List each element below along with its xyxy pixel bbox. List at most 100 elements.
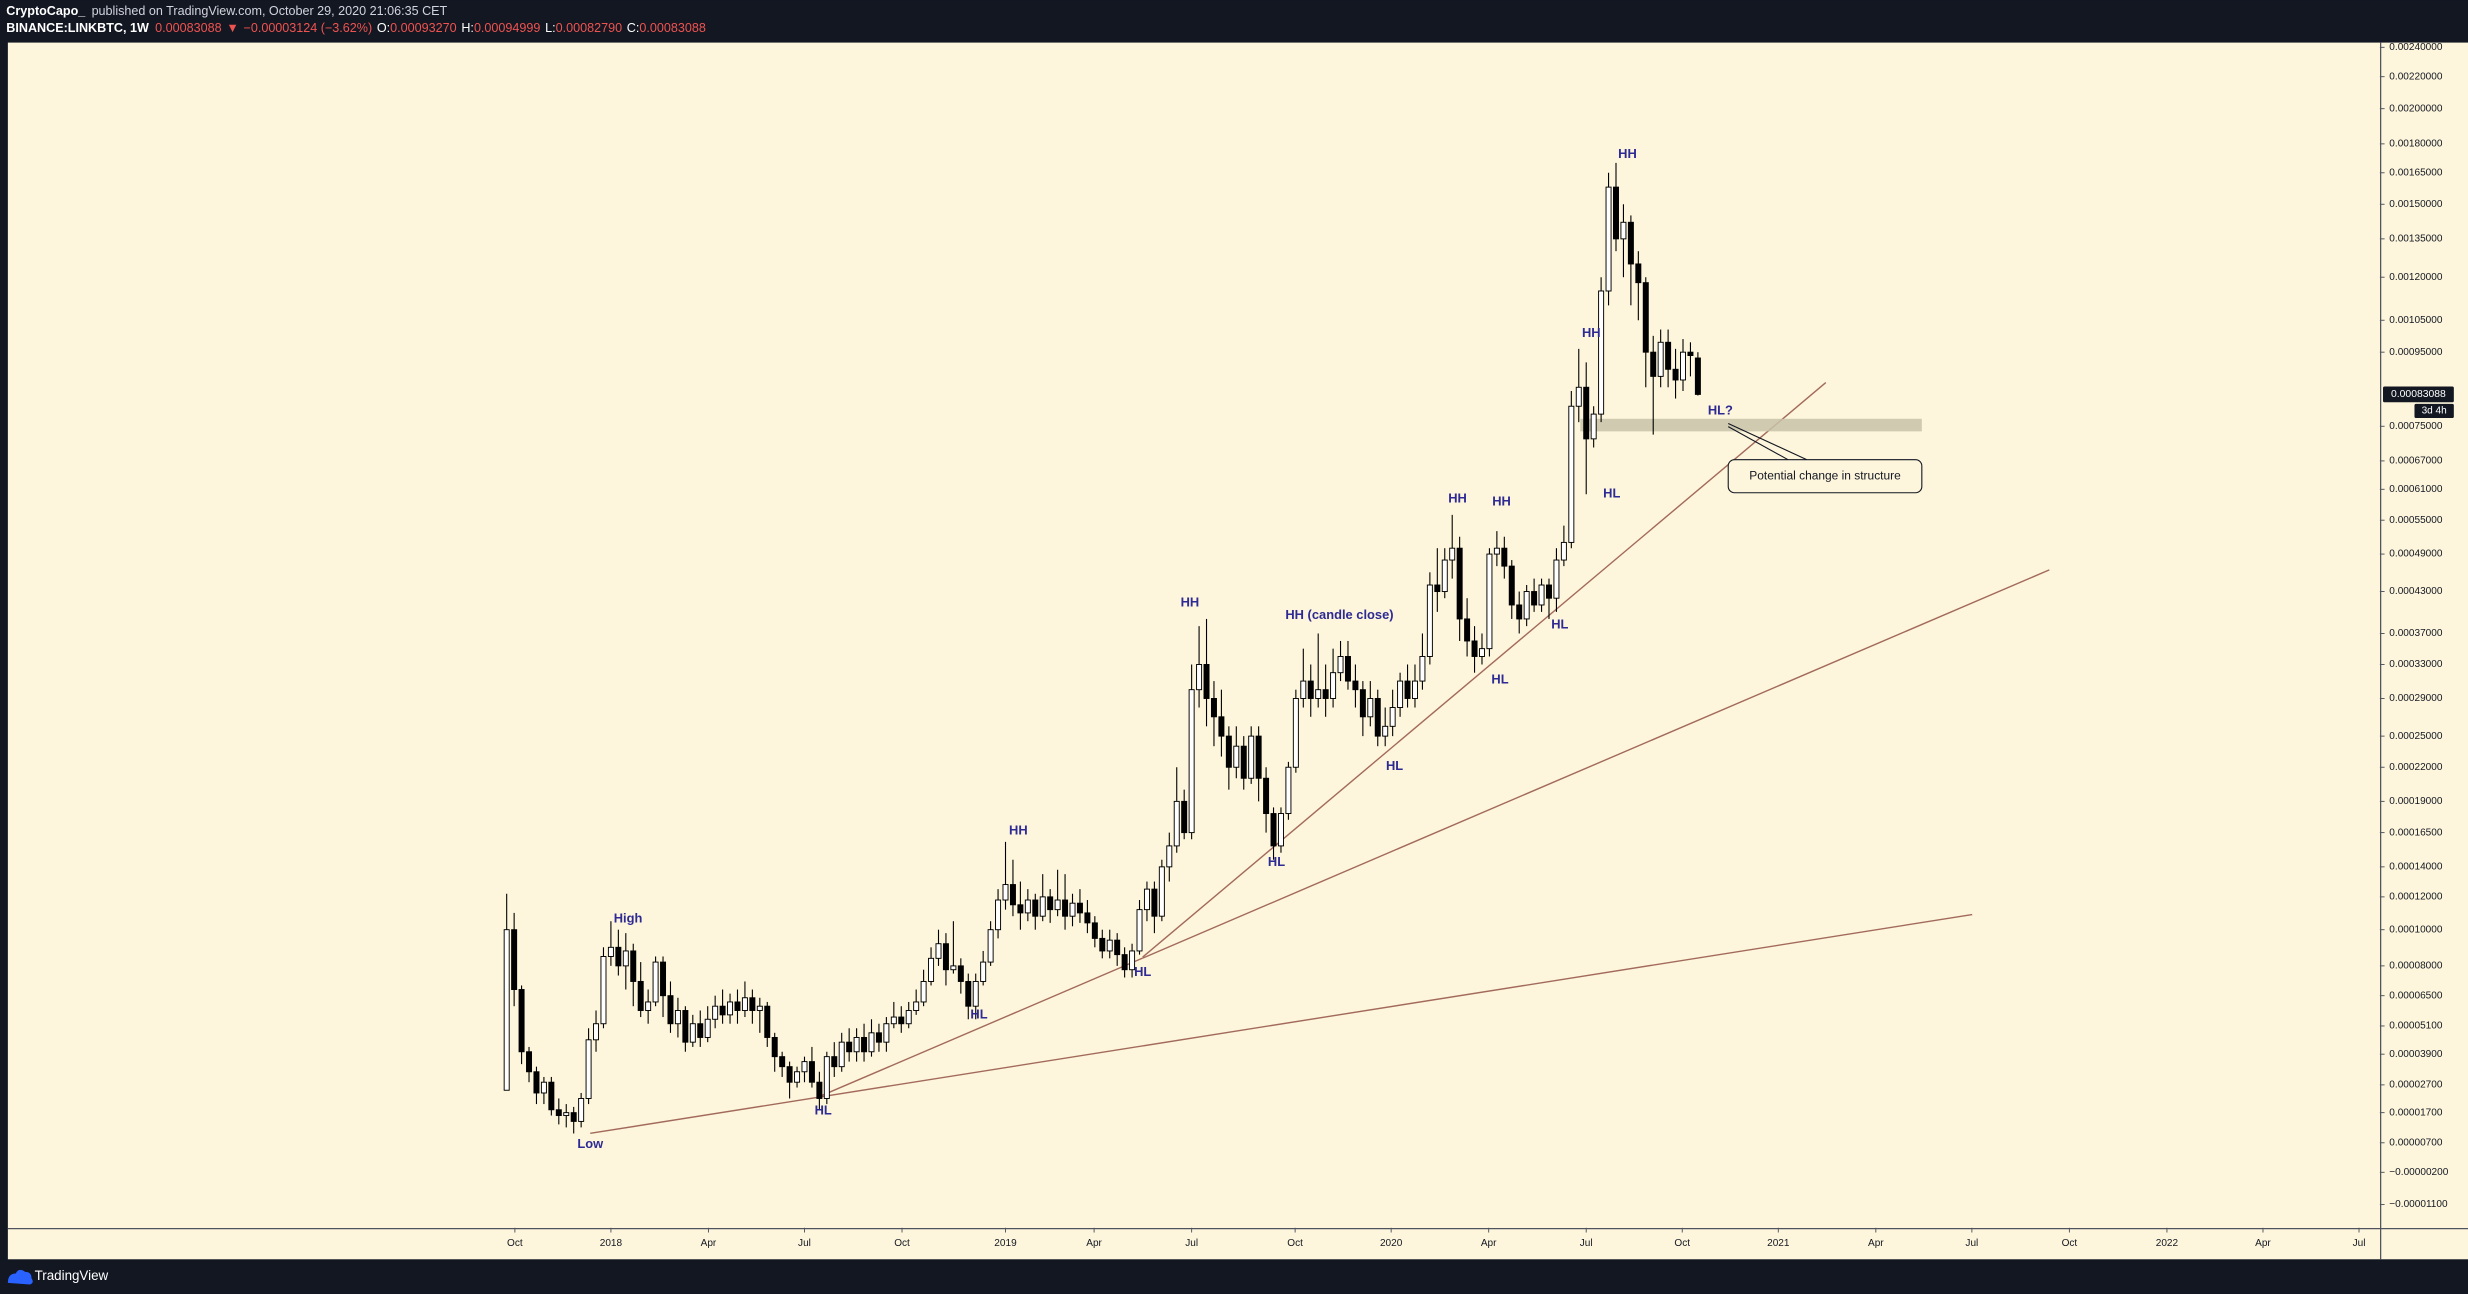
- countdown-box: [2414, 403, 2454, 419]
- candle-body-up: [838, 1041, 845, 1068]
- candle-body-up: [935, 943, 942, 959]
- candle-body-down: [875, 1032, 882, 1043]
- candle-body-up: [1367, 698, 1374, 718]
- candle-body-down: [816, 1081, 823, 1099]
- ohlc-label: H:: [461, 22, 474, 36]
- candle-body-down: [1255, 735, 1262, 779]
- x-tick-label: Oct: [894, 1238, 910, 1249]
- annotation: High: [614, 911, 643, 926]
- y-tick-label: 0.00037000: [2389, 628, 2443, 639]
- chart-background: [7, 42, 2468, 1260]
- ohlc-label: C:: [627, 22, 640, 36]
- ohlc-value: 0.00094999: [474, 22, 540, 36]
- ohlc-value: 0.00093270: [390, 22, 456, 36]
- candle-body-up: [503, 929, 510, 1091]
- candle-body-up: [883, 1023, 890, 1043]
- candle-body-down: [1099, 937, 1106, 952]
- candle-body-up: [1620, 221, 1627, 240]
- ohlc-label: O:: [377, 22, 390, 36]
- candle-body-up: [1441, 559, 1448, 593]
- candle-body-down: [555, 1109, 562, 1117]
- x-tick-label: Oct: [1674, 1238, 1690, 1249]
- candle-body-up: [1136, 909, 1143, 952]
- candle-body-up: [1538, 584, 1545, 606]
- candle-body-up: [1426, 584, 1433, 657]
- candle-body-down: [637, 980, 644, 1011]
- candle-body-down: [898, 1016, 905, 1025]
- candle-body-down: [1374, 698, 1381, 737]
- candle-body-up: [1680, 351, 1686, 381]
- candle-body-up: [1173, 800, 1180, 847]
- x-tick-label: 2020: [1380, 1238, 1403, 1249]
- candle-body-up: [741, 997, 748, 1011]
- candle-body-up: [1590, 413, 1597, 440]
- candle-body-up: [1419, 655, 1426, 682]
- candle-body-up: [674, 1010, 681, 1025]
- candle-body-up: [1315, 689, 1322, 699]
- candle-body-down: [667, 995, 674, 1025]
- candle-body-up: [801, 1061, 808, 1073]
- ohlc-value: 0.00082790: [556, 22, 622, 36]
- y-tick-label: 0.00002700: [2389, 1080, 2443, 1091]
- y-tick-label: 0.00000700: [2389, 1137, 2443, 1148]
- candle-body-down: [719, 1005, 726, 1016]
- candle-body-down: [965, 980, 972, 1007]
- candle-body-down: [682, 1010, 689, 1043]
- y-tick-label: 0.00049000: [2389, 549, 2443, 560]
- candle-body-down: [1009, 884, 1016, 906]
- y-tick-label: 0.00135000: [2389, 234, 2443, 245]
- x-tick-label: Jul: [1580, 1238, 1593, 1249]
- annotation: HL: [815, 1103, 832, 1118]
- ohlc-value: 0.00083088: [639, 22, 705, 36]
- candle-body-down: [1583, 386, 1590, 440]
- candle-body-up: [652, 961, 659, 1003]
- candle-body-up: [1397, 680, 1404, 708]
- candle-body-up: [1575, 386, 1582, 407]
- annotation: Low: [577, 1136, 604, 1151]
- candle-body-up: [823, 1056, 830, 1099]
- y-tick-label: 0.00029000: [2389, 693, 2443, 704]
- candle-body-up: [995, 899, 1002, 931]
- candle-body-up: [1166, 845, 1173, 868]
- tradingview-logo[interactable]: TradingView: [7, 1268, 109, 1285]
- symbol: BINANCE:LINKBTC, 1W: [6, 22, 149, 36]
- y-tick-label: 0.00033000: [2389, 659, 2443, 670]
- y-tick-label: 0.00220000: [2389, 71, 2443, 82]
- x-tick-label: Oct: [507, 1238, 523, 1249]
- candle-body-down: [1404, 680, 1411, 699]
- y-tick-label: 0.00043000: [2389, 586, 2443, 597]
- annotation: HH: [1448, 490, 1467, 505]
- y-tick-label: 0.00025000: [2389, 731, 2443, 742]
- candle-body-up: [980, 961, 987, 982]
- candle-body-up: [1188, 689, 1195, 834]
- x-tick-label: Jul: [1185, 1238, 1198, 1249]
- candle-body-up: [868, 1032, 875, 1053]
- candle-body-up: [593, 1023, 600, 1041]
- annotation: HL: [1268, 854, 1285, 869]
- candle-body-up: [600, 956, 607, 1025]
- candle-body-up: [712, 1005, 719, 1020]
- y-tick-label: 0.00014000: [2389, 862, 2443, 873]
- candle-body-down: [1672, 368, 1679, 381]
- annotation: HH: [1009, 823, 1028, 838]
- y-tick-label: 0.00061000: [2389, 484, 2443, 495]
- candle-body-down: [786, 1066, 793, 1083]
- candle-body-down: [1225, 735, 1232, 768]
- y-tick-label: 0.00022000: [2389, 762, 2443, 773]
- x-tick-label: Jul: [798, 1238, 811, 1249]
- candle-body-down: [808, 1061, 815, 1083]
- y-tick-label: 0.00010000: [2389, 924, 2443, 935]
- candle-body-up: [578, 1098, 585, 1122]
- candle-body-down: [779, 1056, 786, 1068]
- candle-body-down: [749, 997, 756, 1011]
- candle-body-up: [794, 1071, 801, 1083]
- candle-body-down: [630, 950, 637, 982]
- annotation: HL: [1551, 616, 1568, 631]
- candle-body-up: [920, 980, 927, 1003]
- candle-body-up: [689, 1023, 696, 1043]
- last-price: 0.00083088: [155, 22, 221, 36]
- y-tick-label: 0.00055000: [2389, 515, 2443, 526]
- candle-body-down: [1687, 351, 1694, 357]
- candle-body-up: [1196, 664, 1203, 691]
- price-label: 0.00083088: [2391, 389, 2446, 400]
